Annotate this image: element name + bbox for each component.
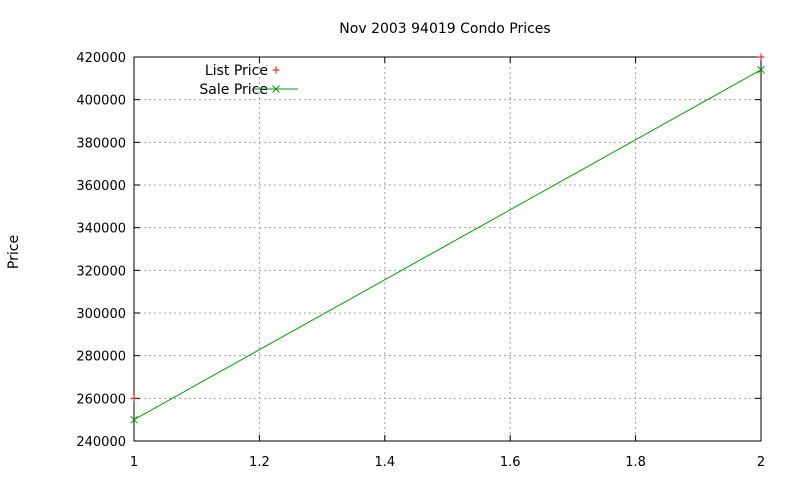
y-tick-label: 240000	[76, 435, 126, 450]
y-tick-label: 320000	[76, 264, 126, 279]
series-sale-price	[130, 65, 765, 424]
series-line-sale-price	[133, 69, 762, 421]
x-tick-label: 1.8	[625, 455, 646, 470]
series-list-price	[130, 53, 765, 402]
x-tick-label: 1.6	[500, 455, 521, 470]
legend-marker-list-price	[272, 66, 280, 74]
legend-label-sale-price: Sale Price	[199, 82, 268, 98]
axis-ticks: 240000 260000 280000 300000 320000 340000 3600…	[76, 51, 765, 470]
grid-lines	[134, 57, 761, 441]
x-tick-label: 2	[757, 455, 765, 470]
marker-stroke	[130, 415, 138, 424]
y-tick-label: 300000	[76, 307, 126, 322]
x-tick-label: 1.4	[374, 455, 395, 470]
chart-title: Nov 2003 94019 Condo Prices	[339, 21, 550, 37]
legend-marker-sale-price	[272, 85, 280, 93]
legend: List Price Sale Price	[199, 63, 298, 98]
x-tick-label: 1.2	[249, 455, 270, 470]
marker-stroke	[272, 85, 280, 93]
y-axis-label: Price	[6, 235, 22, 269]
y-tick-label: 340000	[76, 222, 126, 237]
data-point-list-price	[757, 53, 765, 61]
y-tick-label: 360000	[76, 179, 126, 194]
x-tick-label: 1	[130, 455, 138, 470]
plot-frame	[133, 56, 762, 442]
y-tick-label: 400000	[76, 94, 126, 109]
y-tick-label: 260000	[76, 392, 126, 407]
series-layer	[130, 53, 765, 424]
legend-label-list-price: List Price	[205, 63, 268, 79]
data-point-list-price	[130, 394, 138, 402]
marker-stroke	[757, 65, 765, 74]
y-tick-label: 380000	[76, 136, 126, 151]
data-point-sale-price	[130, 415, 138, 424]
y-tick-label: 420000	[76, 51, 126, 66]
y-tick-label: 280000	[76, 350, 126, 365]
data-point-sale-price	[757, 65, 765, 74]
